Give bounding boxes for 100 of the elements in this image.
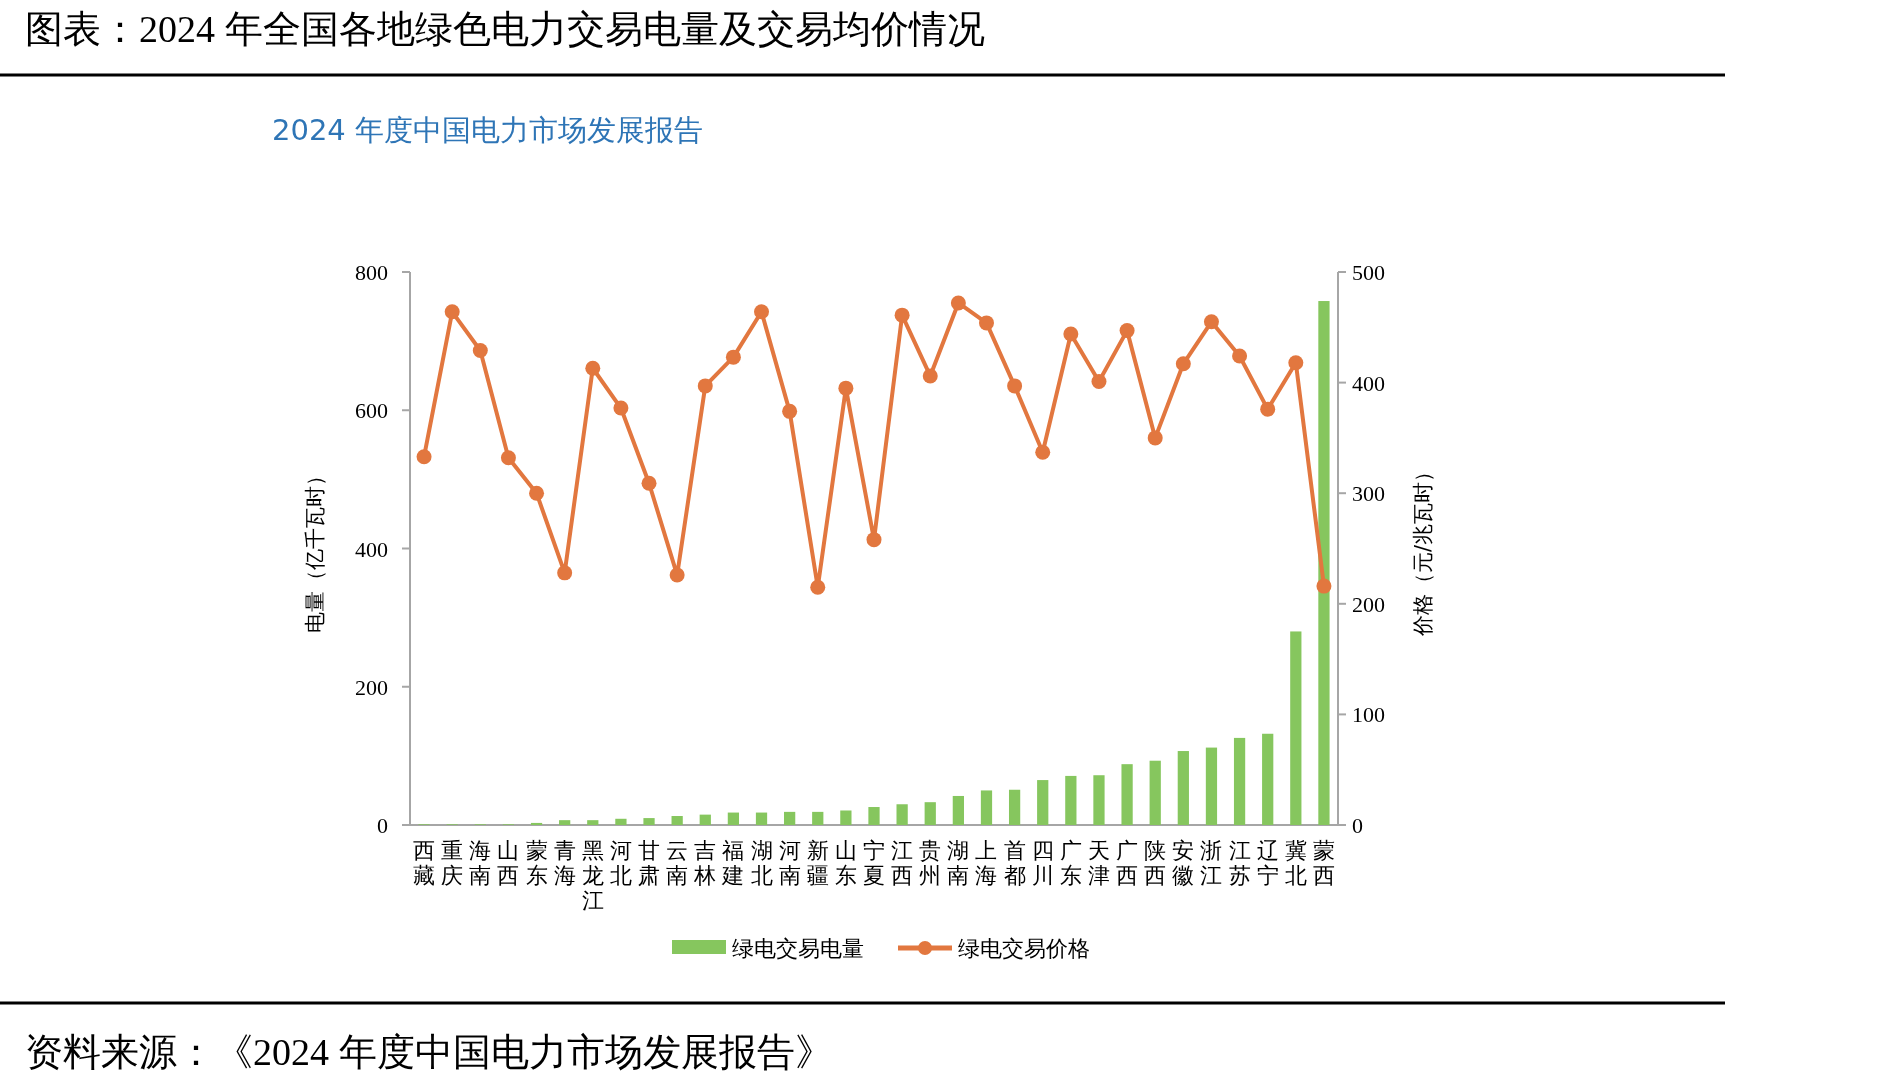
point bbox=[1035, 444, 1051, 460]
point bbox=[613, 400, 629, 416]
bar bbox=[1093, 775, 1105, 825]
bar bbox=[1037, 780, 1049, 825]
bar bbox=[615, 818, 627, 825]
bar bbox=[1008, 789, 1021, 825]
x-tick-label: 山西 bbox=[497, 838, 520, 888]
point bbox=[557, 565, 573, 581]
x-tick-label: 陕西 bbox=[1144, 838, 1167, 888]
x-tick-label: 天津 bbox=[1087, 838, 1110, 888]
point bbox=[1091, 373, 1107, 389]
y-tick-label: 600 bbox=[355, 398, 388, 424]
point bbox=[754, 304, 770, 320]
bar bbox=[1318, 301, 1330, 825]
bar bbox=[1177, 751, 1189, 825]
x-tick-label: 河南 bbox=[778, 838, 801, 888]
point bbox=[922, 368, 938, 384]
point bbox=[1063, 326, 1079, 342]
y2-tick-label: 400 bbox=[1352, 370, 1385, 396]
chart-subtitle: 2024 年度中国电力市场发展报告 bbox=[272, 113, 704, 147]
y2-tick-label: 300 bbox=[1352, 481, 1385, 507]
point bbox=[894, 307, 910, 323]
point bbox=[1119, 323, 1135, 339]
x-tick-label: 贵州 bbox=[919, 838, 942, 888]
y-tick-label: 800 bbox=[355, 260, 388, 285]
bar bbox=[952, 795, 964, 825]
x-tick-label: 湖北 bbox=[750, 838, 773, 888]
point bbox=[585, 360, 601, 376]
y-tick-label: 400 bbox=[355, 536, 388, 562]
y2-tick-label: 500 bbox=[1352, 260, 1385, 285]
bar bbox=[868, 807, 880, 825]
bar bbox=[699, 814, 711, 825]
bar bbox=[643, 818, 655, 825]
bar bbox=[1233, 737, 1246, 825]
point bbox=[1203, 314, 1219, 330]
point bbox=[444, 304, 460, 320]
x-tick-label: 新疆 bbox=[806, 838, 829, 888]
point bbox=[782, 403, 798, 419]
x-tick-label: 江苏 bbox=[1228, 838, 1251, 888]
point bbox=[1147, 430, 1163, 446]
bar bbox=[784, 811, 796, 825]
point bbox=[641, 475, 657, 491]
bar bbox=[1262, 733, 1274, 825]
x-tick-label: 蒙西 bbox=[1312, 838, 1335, 888]
bar bbox=[530, 822, 543, 825]
x-tick-label: 甘肃 bbox=[638, 838, 661, 888]
x-tick-label: 西藏 bbox=[413, 838, 436, 888]
legend-label: 绿电交易电量 bbox=[732, 936, 864, 961]
point bbox=[810, 579, 826, 595]
x-tick-label: 上海 bbox=[975, 838, 998, 888]
x-tick-label: 广西 bbox=[1116, 838, 1139, 888]
bar bbox=[1065, 775, 1077, 825]
chart-title: 图表：2024 年全国各地绿色电力交易电量及交易均价情况 bbox=[25, 8, 985, 50]
x-tick-label: 广东 bbox=[1059, 838, 1082, 888]
bar bbox=[1149, 760, 1161, 825]
point bbox=[866, 532, 882, 548]
x-tick-label: 江西 bbox=[891, 838, 914, 888]
y-axis-title: 电量（亿千瓦时） bbox=[303, 464, 327, 633]
bar bbox=[980, 790, 993, 825]
point bbox=[1316, 578, 1332, 594]
x-tick-label: 安徽 bbox=[1172, 838, 1195, 888]
point bbox=[1288, 355, 1304, 371]
x-tick-label: 云南 bbox=[666, 838, 689, 888]
x-tick-label: 吉林 bbox=[693, 838, 717, 888]
x-tick-label: 海南 bbox=[469, 838, 492, 888]
x-tick-label: 辽宁 bbox=[1256, 838, 1279, 888]
point bbox=[697, 378, 713, 394]
bar bbox=[671, 816, 683, 825]
x-tick-label: 首都 bbox=[1003, 838, 1026, 888]
x-tick-label: 浙江 bbox=[1200, 838, 1223, 888]
x-tick-label: 宁夏 bbox=[863, 838, 885, 888]
y2-tick-label: 0 bbox=[1352, 813, 1363, 838]
bar bbox=[587, 820, 599, 825]
x-tick-label: 福建 bbox=[721, 838, 745, 888]
bar bbox=[1290, 631, 1302, 825]
point bbox=[529, 485, 545, 501]
y-tick-label: 0 bbox=[377, 813, 388, 838]
point bbox=[838, 380, 854, 396]
point bbox=[416, 449, 432, 465]
bar bbox=[896, 804, 908, 825]
point bbox=[1175, 356, 1191, 372]
point bbox=[669, 567, 685, 583]
point bbox=[1232, 348, 1248, 364]
point bbox=[725, 349, 741, 365]
point bbox=[1260, 401, 1276, 417]
point bbox=[978, 315, 994, 331]
bar bbox=[1121, 764, 1133, 825]
x-tick-label: 湖南 bbox=[947, 838, 970, 888]
x-tick-label: 重庆 bbox=[441, 838, 464, 888]
x-tick-label: 河北 bbox=[609, 838, 632, 888]
legend-label: 绿电交易价格 bbox=[958, 936, 1090, 961]
x-tick-label: 四川 bbox=[1031, 838, 1054, 888]
bar bbox=[755, 812, 768, 825]
x-tick-label: 黑龙江 bbox=[581, 838, 604, 913]
point bbox=[950, 295, 966, 311]
bar bbox=[812, 811, 824, 825]
bar bbox=[727, 812, 740, 825]
y2-tick-label: 200 bbox=[1352, 591, 1385, 617]
y2-axis-title: 价格（元/兆瓦时） bbox=[1411, 460, 1435, 638]
point bbox=[472, 343, 488, 359]
